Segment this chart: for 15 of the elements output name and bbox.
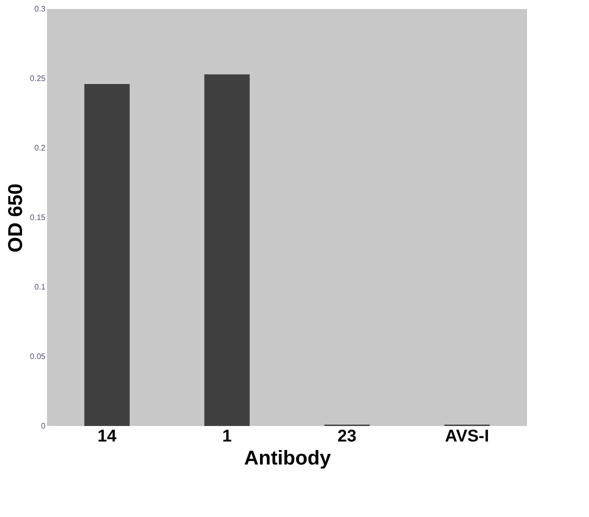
x-tick-label: 14 [98, 426, 117, 446]
y-tick-label: 0.3 [34, 4, 46, 14]
y-tick-label: 0.1 [34, 282, 46, 292]
y-tick-label: 0 [41, 422, 46, 430]
y-tick-label: 0.25 [30, 74, 46, 83]
y-axis-title: OD 650 [4, 184, 27, 252]
y-tick-label: 0.05 [30, 352, 46, 361]
x-axis-title: Antibody [244, 448, 332, 470]
x-tick-label: 23 [338, 426, 356, 446]
bar [204, 74, 250, 426]
y-tick-label: 0.2 [34, 144, 46, 152]
y-tick-label: 0.15 [30, 213, 46, 222]
x-tick-label: 1 [222, 426, 232, 446]
bar [84, 84, 130, 426]
x-tick-label: AVS-I [444, 426, 490, 446]
